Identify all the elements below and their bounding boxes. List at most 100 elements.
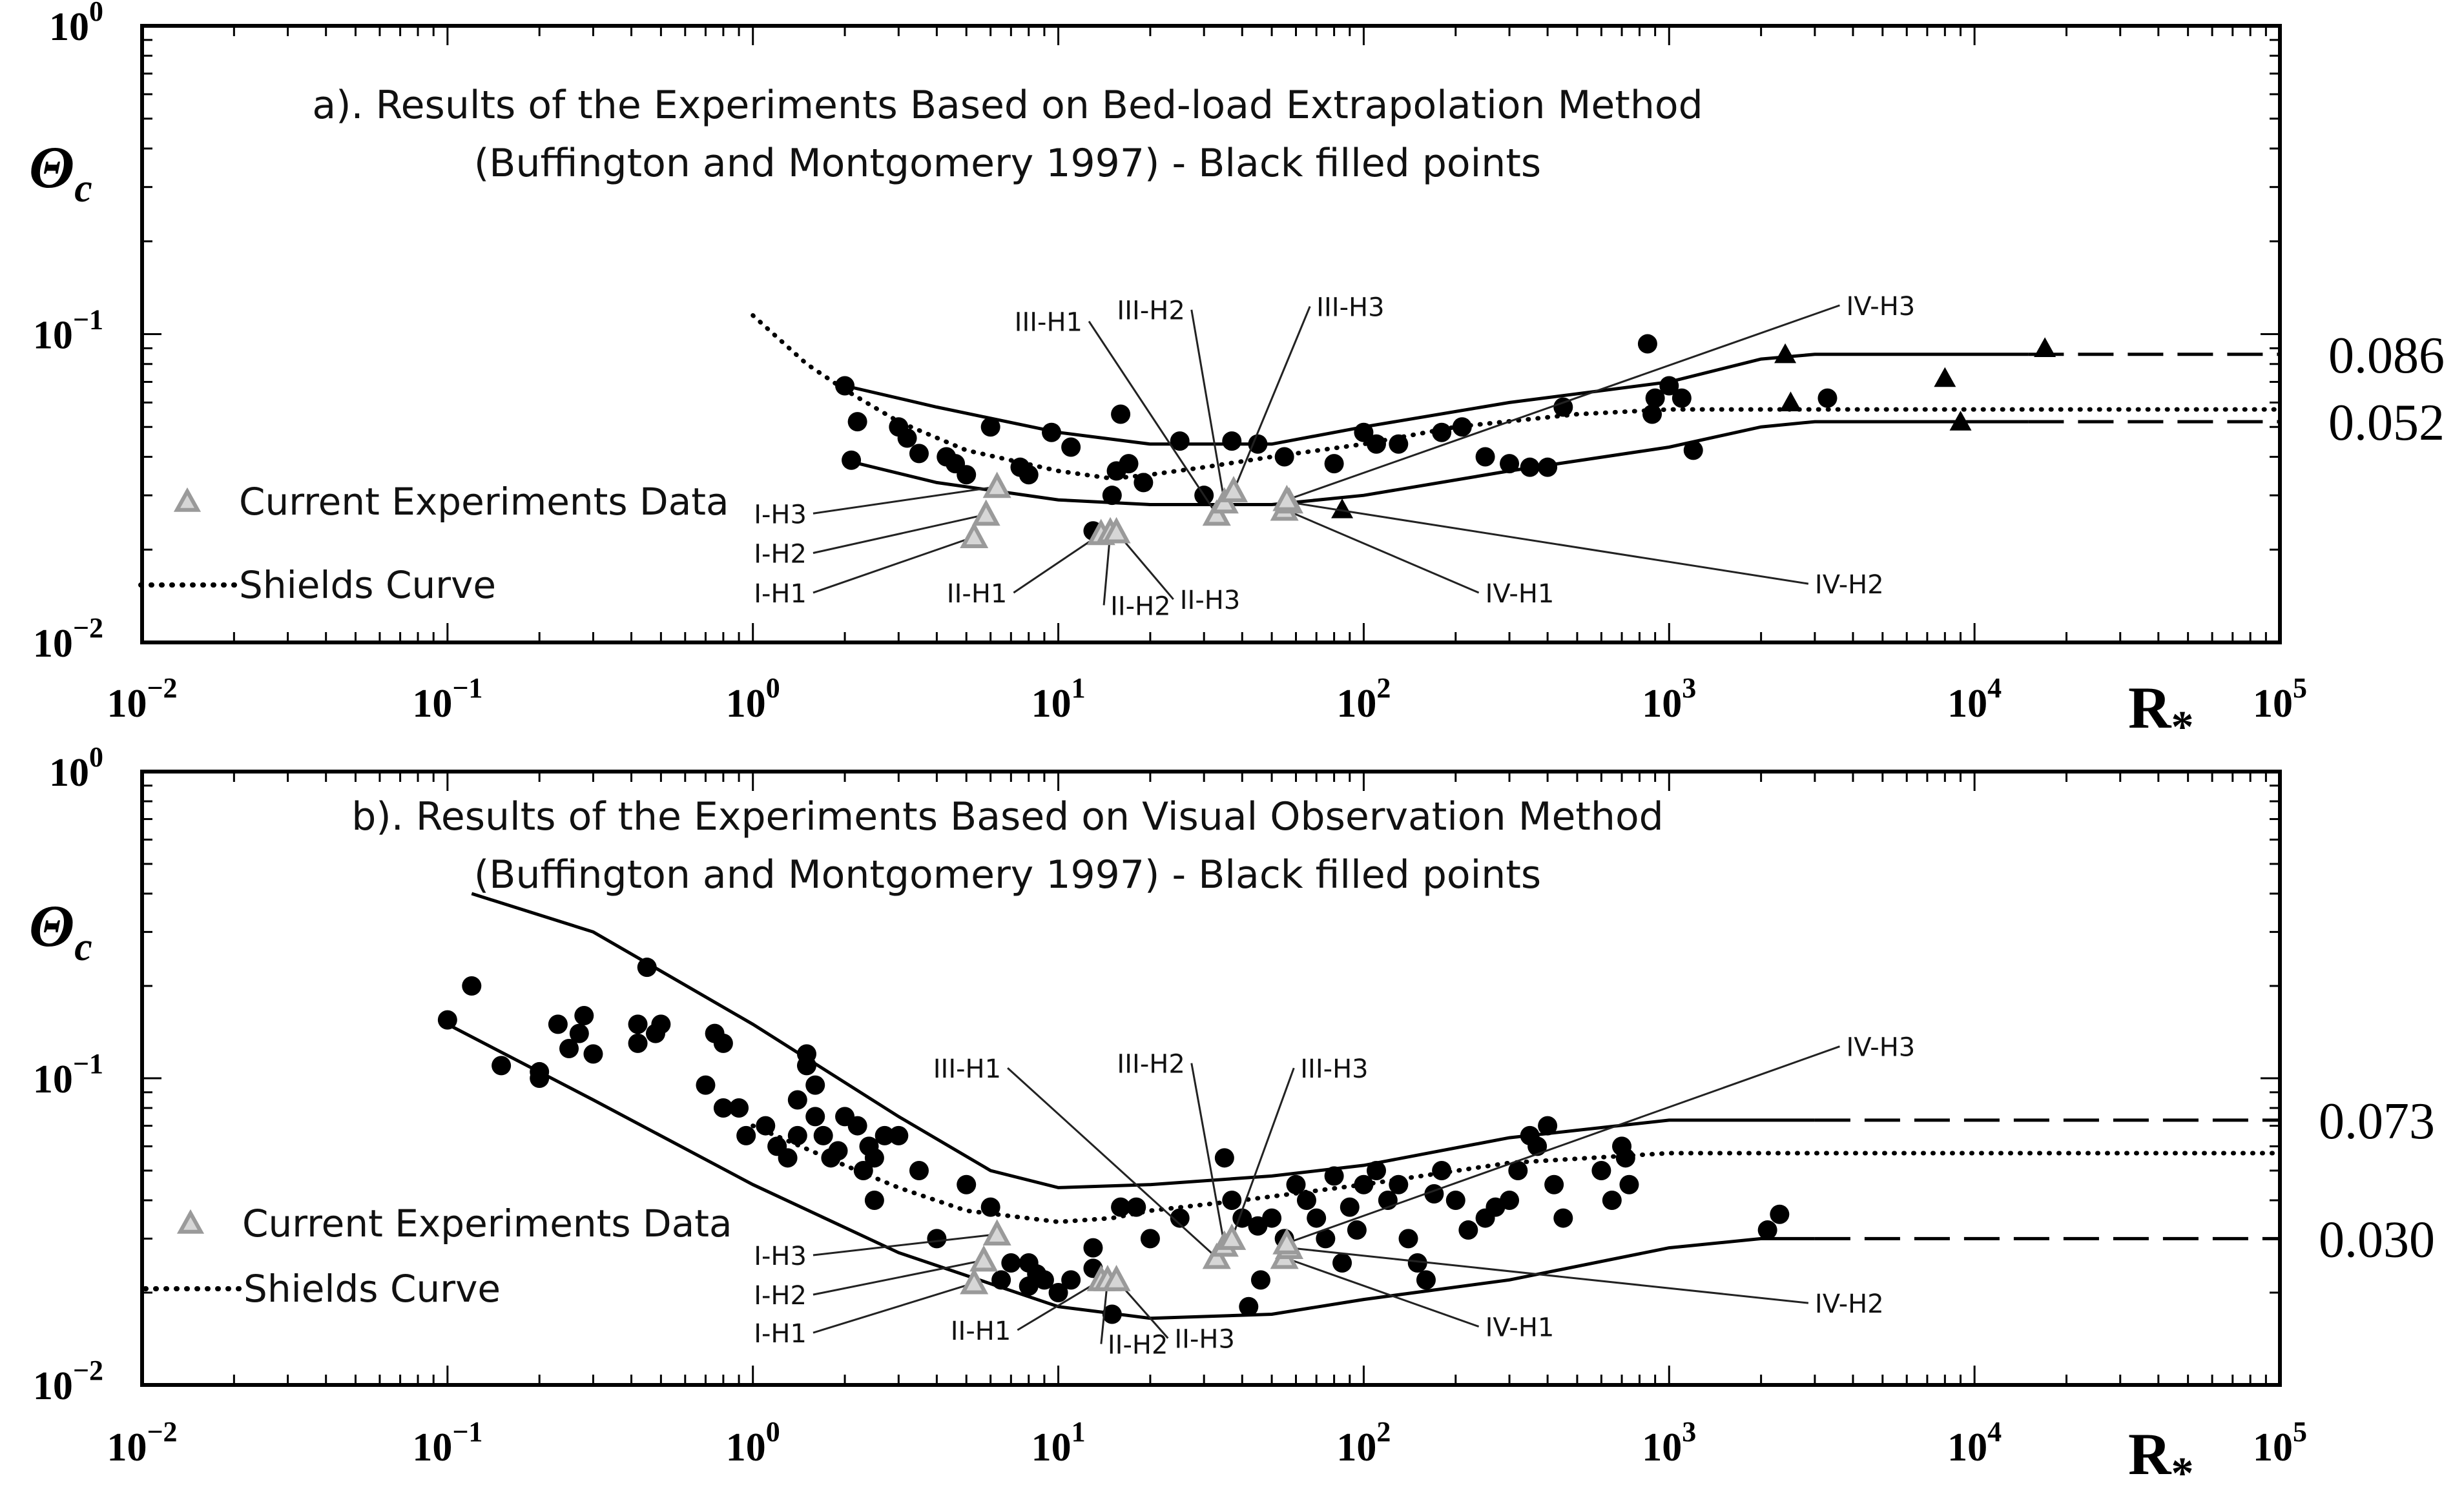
x-axis-label: R*	[2128, 675, 2193, 752]
legend: Current Experiments Data Shields Curve	[138, 480, 729, 607]
data-point-circle	[1367, 1160, 1387, 1180]
data-point-circle	[1458, 1220, 1478, 1240]
data-point-circle	[927, 1229, 947, 1249]
data-point-circle	[980, 1197, 1000, 1217]
data-point-circle	[1817, 388, 1838, 408]
current-point-label: IV-H2	[1815, 570, 1884, 600]
current-experiment-marker	[1272, 484, 1301, 511]
x-tick-label: 105	[2253, 1416, 2307, 1470]
x-tick-exp: 1	[1072, 1416, 1086, 1448]
leader-line	[1190, 309, 1226, 503]
x-tick-exp: −2	[147, 672, 177, 704]
y-tick-exp: −1	[73, 1048, 103, 1080]
x-tick-base: 10	[1947, 682, 1987, 726]
data-point-circle	[1527, 1136, 1548, 1156]
current-experiment-marker	[960, 1267, 989, 1295]
data-point-circle	[787, 1125, 807, 1145]
current-point-label: IV-H3	[1846, 1033, 1915, 1063]
data-point-circle	[1048, 1283, 1068, 1303]
current-point-label: III-H1	[1015, 308, 1082, 338]
x-tick-exp: 3	[1682, 672, 1696, 704]
x-tick-base: 10	[2253, 1426, 2293, 1470]
data-point-circle	[645, 1023, 665, 1043]
x-tick-exp: 0	[766, 1416, 780, 1448]
leader-line	[813, 1259, 984, 1296]
y-tick-base: 10	[33, 1058, 73, 1102]
data-point-circle	[1274, 447, 1294, 467]
current-point-label: III-H1	[933, 1054, 1001, 1084]
data-point-circle	[437, 1010, 457, 1030]
data-point-circle	[864, 1148, 884, 1168]
data-point-circle	[805, 1075, 825, 1095]
data-point-circle	[1367, 434, 1387, 454]
data-point-circle	[796, 1056, 816, 1076]
current-experiment-marker	[960, 522, 989, 548]
data-point-circle	[583, 1044, 603, 1064]
leader-line	[1088, 320, 1218, 515]
data-point-circle	[828, 1141, 848, 1161]
data-point-circle	[559, 1038, 579, 1058]
data-point-circle	[1637, 334, 1657, 354]
current-point-label: III-H2	[1117, 296, 1185, 326]
legend-current-label: Current Experiments Data	[242, 1202, 732, 1245]
current-experiment-marker	[1202, 499, 1231, 526]
data-point-circle	[1389, 434, 1409, 454]
data-point-circle	[1140, 1229, 1160, 1249]
current-experiment-marker	[1217, 1224, 1247, 1250]
data-point-circle	[548, 1014, 568, 1034]
x-axis-symbol: R	[2128, 675, 2172, 741]
leader-line	[813, 536, 975, 594]
current-point-label: IV-H2	[1815, 1289, 1884, 1319]
data-point-circle	[842, 450, 862, 470]
x-tick-exp: 2	[1376, 672, 1391, 704]
leader-line	[813, 513, 987, 554]
x-tick-exp: −1	[452, 672, 482, 704]
data-point-circle	[1111, 1197, 1131, 1217]
leader-line	[1017, 1279, 1102, 1331]
y-tick-label: 10−2	[33, 1355, 103, 1408]
data-point-circle	[1061, 437, 1081, 457]
x-tick-base: 10	[412, 1426, 452, 1470]
y-tick-label: 10−1	[33, 304, 103, 358]
leader-line	[813, 486, 997, 515]
data-point-circle	[1111, 404, 1131, 424]
right-value-label: 0.030	[2319, 1211, 2435, 1268]
x-axis-symbol: R	[2128, 1421, 2172, 1487]
data-point-circle	[813, 1125, 833, 1145]
x-tick-base: 10	[1642, 682, 1682, 726]
data-point-triangle	[1331, 498, 1354, 518]
data-point-circle	[1324, 1166, 1344, 1186]
y-tick-exp: 0	[89, 741, 103, 773]
data-point-circle	[1239, 1296, 1259, 1317]
right-value-label: 0.073	[2319, 1093, 2435, 1150]
data-point-circle	[569, 1023, 589, 1043]
current-point-label: II-H3	[1180, 586, 1241, 615]
data-point-circle	[1645, 388, 1665, 408]
data-point-circle	[957, 1174, 977, 1194]
leader-line	[1284, 508, 1480, 594]
leader-line	[1289, 1247, 1809, 1304]
data-point-circle	[696, 1075, 716, 1095]
x-tick-exp: 3	[1682, 1416, 1696, 1448]
data-point-circle	[1034, 1270, 1054, 1290]
data-point-circle	[1354, 1174, 1374, 1194]
data-point-circle	[991, 1270, 1011, 1290]
data-point-circle	[909, 1160, 929, 1180]
data-point-circle	[1642, 404, 1662, 424]
data-point-circle	[637, 958, 657, 978]
chart-title-line2: (Buffington and Montgomery 1997) - Black…	[474, 852, 1541, 897]
data-point-circle	[1475, 447, 1495, 467]
data-point-circle	[1332, 1253, 1352, 1273]
data-point-circle	[1262, 1208, 1282, 1228]
current-point-label: I-H2	[754, 540, 807, 569]
x-axis-subscript: *	[2171, 702, 2193, 752]
data-point-circle	[628, 1014, 648, 1034]
x-tick-label: 100	[726, 672, 780, 726]
current-experiment-marker	[1219, 476, 1248, 502]
envelope-upper-line	[471, 892, 1815, 1189]
data-point-circle	[1347, 1220, 1367, 1240]
current-point-label: I-H3	[754, 500, 807, 529]
data-point-circle	[1538, 1116, 1558, 1136]
x-tick-label: 101	[1031, 1416, 1086, 1470]
